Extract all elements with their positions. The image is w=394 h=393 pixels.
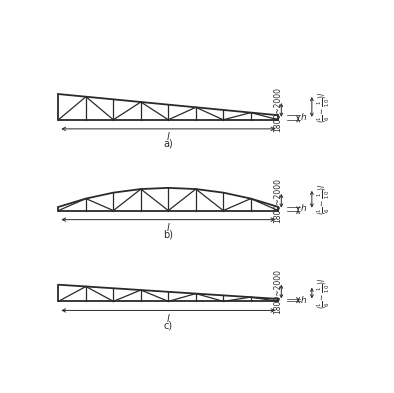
Text: h: h [301, 113, 307, 122]
Text: c): c) [164, 320, 173, 330]
Text: h: h [301, 296, 307, 305]
Text: $(\frac{1}{6}{\sim}\frac{1}{10})l$: $(\frac{1}{6}{\sim}\frac{1}{10})l$ [316, 277, 332, 309]
Text: $(\frac{1}{6}{\sim}\frac{1}{10})l$: $(\frac{1}{6}{\sim}\frac{1}{10})l$ [316, 91, 332, 123]
Text: 1800~2000: 1800~2000 [273, 88, 282, 132]
Text: l: l [167, 223, 170, 233]
Text: l: l [167, 132, 170, 143]
Text: a): a) [164, 139, 173, 149]
Text: b): b) [164, 230, 173, 239]
Text: 1800~2000: 1800~2000 [273, 178, 282, 223]
Text: 1800~2000: 1800~2000 [273, 269, 282, 314]
Text: l: l [167, 314, 170, 324]
Text: h: h [301, 204, 307, 213]
Text: $(\frac{1}{6}{\sim}\frac{1}{10})l$: $(\frac{1}{6}{\sim}\frac{1}{10})l$ [316, 184, 332, 215]
